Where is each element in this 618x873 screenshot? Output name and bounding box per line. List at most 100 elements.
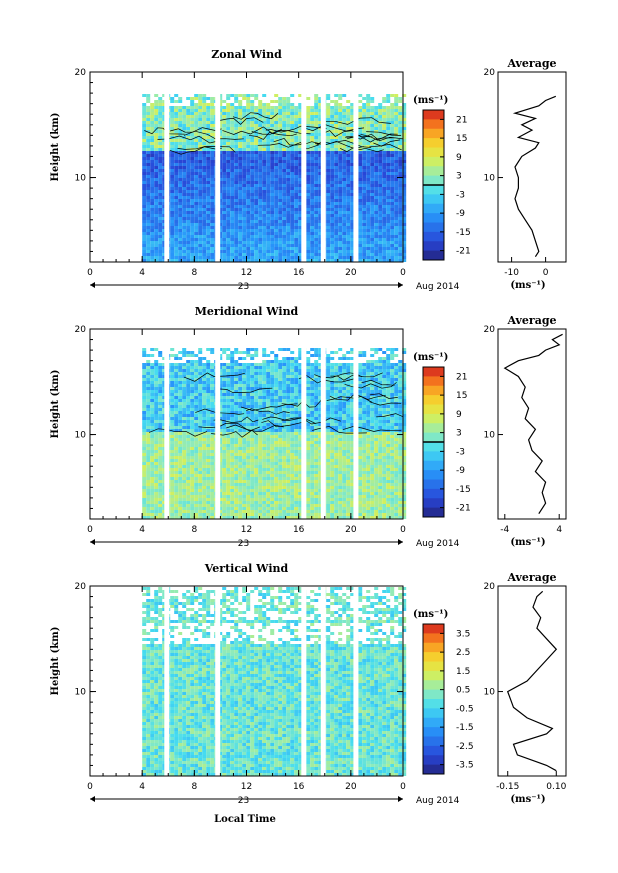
heatmap-cell	[222, 157, 227, 160]
heatmap-cell	[402, 112, 407, 115]
heatmap-cell	[282, 124, 287, 127]
heatmap-cell	[182, 229, 187, 232]
heatmap-cell	[174, 483, 179, 486]
heatmap-cell	[386, 124, 391, 127]
heatmap-cell	[174, 169, 179, 172]
heatmap-cell	[278, 148, 283, 151]
heatmap-cell	[194, 181, 199, 184]
heatmap-cell	[382, 100, 387, 103]
heatmap-cell	[346, 229, 351, 232]
heatmap-cell	[398, 205, 403, 208]
heatmap-cell	[170, 462, 175, 465]
heatmap-cell	[206, 169, 211, 172]
heatmap-cell	[294, 184, 299, 187]
heatmap-cell	[258, 256, 263, 259]
heatmap-cell	[222, 402, 227, 405]
heatmap-cell	[182, 375, 187, 378]
heatmap-cell	[182, 190, 187, 193]
heatmap-cell	[186, 238, 191, 241]
heatmap-cell	[318, 172, 323, 175]
heatmap-cell	[402, 175, 407, 178]
heatmap-cell	[294, 187, 299, 190]
heatmap-cell	[158, 447, 163, 450]
heatmap-cell	[330, 106, 335, 109]
heatmap-cell	[298, 169, 303, 172]
heatmap-cell	[158, 351, 163, 354]
heatmap-cell	[310, 196, 315, 199]
heatmap-cell	[170, 393, 175, 396]
heatmap-cell	[306, 217, 311, 220]
heatmap-cell	[350, 193, 355, 196]
heatmap-cell	[330, 175, 335, 178]
heatmap-cell	[358, 124, 363, 127]
heatmap-cell	[226, 127, 231, 130]
heatmap-cell	[378, 229, 383, 232]
heatmap-cell	[370, 241, 375, 244]
heatmap-cell	[174, 157, 179, 160]
heatmap-cell	[246, 100, 251, 103]
heatmap-cell	[222, 181, 227, 184]
heatmap-cell	[334, 154, 339, 157]
heatmap-cell	[270, 172, 275, 175]
heatmap-cell	[178, 477, 183, 480]
heatmap-cell	[254, 196, 259, 199]
heatmap-cell	[146, 441, 151, 444]
heatmap-cell	[370, 232, 375, 235]
heatmap-cell	[226, 429, 231, 432]
heatmap-cell	[242, 190, 247, 193]
profile-x-tick-label: 0	[543, 268, 549, 278]
heatmap-cell	[222, 384, 227, 387]
heatmap-cell	[170, 127, 175, 130]
heatmap-cell	[330, 112, 335, 115]
heatmap-cell	[294, 121, 299, 124]
heatmap-cell	[182, 127, 187, 130]
heatmap-cell	[362, 241, 367, 244]
heatmap-cell	[374, 232, 379, 235]
heatmap-cell	[238, 166, 243, 169]
heatmap-cell	[246, 199, 251, 202]
heatmap-cell	[146, 465, 151, 468]
heatmap-cell	[210, 217, 215, 220]
heatmap-cell	[210, 115, 215, 118]
heatmap-cell	[306, 121, 311, 124]
heatmap-cell	[222, 396, 227, 399]
heatmap-cell	[286, 187, 291, 190]
heatmap-cell	[394, 109, 399, 112]
heatmap-cell	[266, 175, 271, 178]
heatmap-cell	[230, 235, 235, 238]
heatmap-cell	[150, 387, 155, 390]
heatmap-cell	[346, 211, 351, 214]
heatmap-cell	[182, 241, 187, 244]
heatmap-cell	[386, 121, 391, 124]
heatmap-cell	[298, 226, 303, 229]
heatmap-cell	[366, 124, 371, 127]
heatmap-cell	[194, 109, 199, 112]
heatmap-cell	[314, 127, 319, 130]
heatmap-cell	[226, 244, 231, 247]
heatmap-cell	[158, 181, 163, 184]
heatmap-cell	[198, 238, 203, 241]
heatmap-cell	[246, 97, 251, 100]
heatmap-cell	[306, 163, 311, 166]
heatmap-cell	[182, 465, 187, 468]
heatmap-cell	[154, 157, 159, 160]
heatmap-cell	[194, 426, 199, 429]
heatmap-cell	[382, 253, 387, 256]
panel-title: Meridional Wind	[195, 305, 299, 318]
heatmap-cell	[338, 175, 343, 178]
heatmap-cell	[254, 142, 259, 145]
heatmap-cell	[170, 184, 175, 187]
heatmap-cell	[162, 154, 167, 157]
heatmap-cell	[266, 241, 271, 244]
heatmap-cell	[170, 402, 175, 405]
heatmap-cell	[210, 247, 215, 250]
heatmap-cell	[222, 136, 227, 139]
heatmap-cell	[386, 163, 391, 166]
heatmap-cell	[182, 106, 187, 109]
heatmap-cell	[170, 501, 175, 504]
heatmap-cell	[210, 238, 215, 241]
heatmap-cell	[234, 94, 239, 97]
heatmap-cell	[150, 166, 155, 169]
heatmap-cell	[174, 109, 179, 112]
heatmap-cell	[294, 196, 299, 199]
